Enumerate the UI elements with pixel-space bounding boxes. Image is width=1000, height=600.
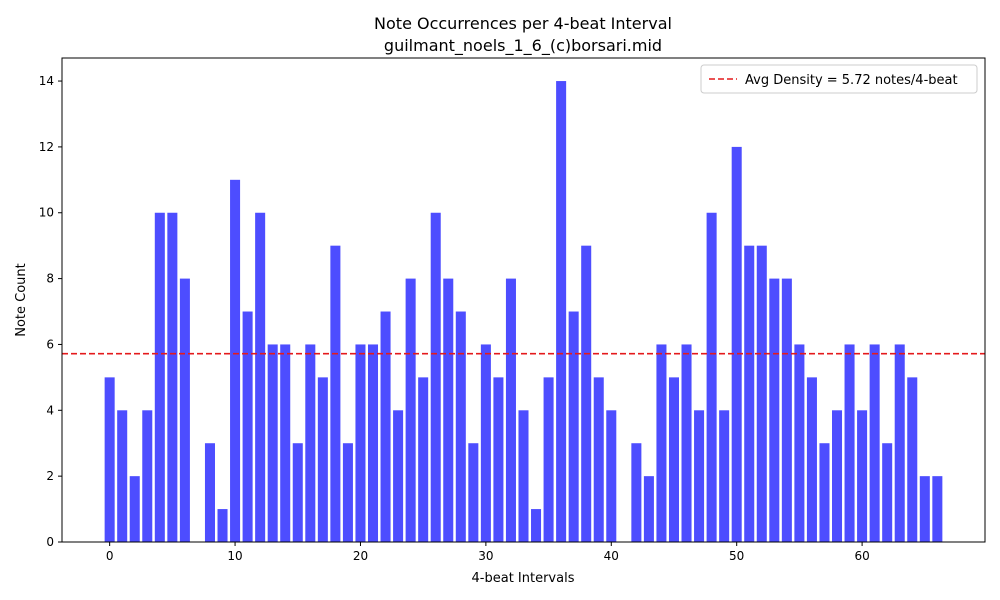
bar-54	[781, 278, 792, 542]
bar-1	[117, 410, 128, 542]
y-tick-label-8: 8	[46, 272, 54, 286]
bar-61	[869, 344, 880, 542]
x-axis-label: 4-beat Intervals	[472, 571, 575, 586]
bar-12	[255, 212, 266, 542]
bar-3	[142, 410, 153, 542]
bar-51	[744, 245, 755, 543]
bar-26	[430, 212, 441, 542]
bar-9	[217, 509, 228, 542]
bar-55	[794, 344, 805, 542]
bar-63	[894, 344, 905, 542]
bar-24	[405, 278, 416, 542]
bars-group	[104, 81, 943, 543]
x-ticks-group: 0 10 20 30 40 50 60	[106, 542, 870, 563]
legend: Avg Density = 5.72 notes/4-beat	[700, 64, 978, 94]
bar-65	[919, 476, 930, 542]
bar-38	[581, 245, 592, 543]
y-tick-label-6: 6	[46, 337, 54, 351]
bar-33	[518, 410, 529, 542]
bar-18	[330, 245, 341, 543]
bar-29	[468, 443, 479, 542]
x-tick-label-20: 20	[353, 549, 368, 563]
bar-21	[367, 344, 379, 542]
bar-17	[317, 377, 328, 542]
bar-16	[305, 344, 316, 542]
y-tick-label-10: 10	[39, 206, 54, 220]
bar-42	[631, 443, 642, 542]
bar-11	[242, 311, 253, 542]
bar-5	[167, 212, 178, 542]
bar-23	[393, 410, 404, 542]
y-tick-label-14: 14	[39, 74, 54, 88]
bar-60	[857, 410, 868, 542]
x-tick-label-60: 60	[854, 549, 869, 563]
bar-50	[731, 146, 742, 542]
plot-frame	[61, 57, 986, 543]
y-tick-label-4: 4	[46, 403, 54, 417]
bar-43	[643, 476, 654, 542]
legend-box	[700, 64, 978, 94]
bar-62	[882, 443, 893, 542]
bar-14	[280, 344, 291, 542]
bar-10	[230, 179, 241, 542]
bar-39	[593, 377, 604, 542]
bar-56	[806, 377, 817, 542]
chart-subtitle: guilmant_noels_1_6_(c)borsari.mid	[384, 36, 662, 56]
y-axis-label: Note Count	[14, 263, 29, 337]
bar-25	[418, 377, 429, 542]
bar-64	[907, 377, 918, 542]
bar-36	[556, 81, 567, 543]
x-tick-label-30: 30	[478, 549, 493, 563]
bar-35	[543, 377, 554, 542]
bar-52	[756, 245, 767, 543]
bar-66	[932, 476, 943, 542]
bar-58	[832, 410, 843, 542]
bar-20	[355, 344, 366, 542]
bar-22	[380, 311, 391, 542]
bar-59	[844, 344, 855, 542]
x-tick-label-50: 50	[729, 549, 744, 563]
bar-30	[480, 344, 491, 542]
y-tick-label-12: 12	[39, 140, 54, 154]
bar-27	[443, 278, 454, 542]
bar-8	[204, 443, 215, 542]
bar-28	[455, 311, 466, 542]
bar-53	[769, 278, 780, 542]
legend-label-average: Avg Density = 5.72 notes/4-beat	[745, 73, 958, 88]
bar-31	[493, 377, 504, 542]
bar-2	[129, 476, 140, 542]
chart-title: Note Occurrences per 4-beat Interval	[374, 14, 672, 33]
y-ticks-group: 0 2 4 6 8 10 12 14	[39, 74, 62, 549]
bar-15	[292, 443, 303, 542]
bar-6	[179, 278, 190, 542]
bar-48	[706, 212, 717, 542]
axes-group	[61, 57, 986, 543]
bar-32	[505, 278, 516, 542]
bar-46	[681, 344, 692, 542]
bar-49	[719, 410, 730, 542]
x-tick-label-10: 10	[227, 549, 242, 563]
bar-19	[342, 443, 353, 542]
y-tick-label-0: 0	[46, 535, 54, 549]
bar-0	[104, 377, 115, 542]
bar-34	[531, 509, 542, 542]
bar-13	[267, 344, 278, 542]
bar-45	[668, 377, 679, 542]
bar-44	[656, 344, 667, 542]
y-tick-label-2: 2	[46, 469, 54, 483]
bar-37	[568, 311, 579, 542]
bar-40	[606, 410, 617, 542]
bar-57	[819, 443, 830, 542]
x-tick-label-40: 40	[604, 549, 619, 563]
bar-47	[694, 410, 705, 542]
x-tick-label-0: 0	[106, 549, 114, 563]
bar-4	[154, 212, 165, 542]
